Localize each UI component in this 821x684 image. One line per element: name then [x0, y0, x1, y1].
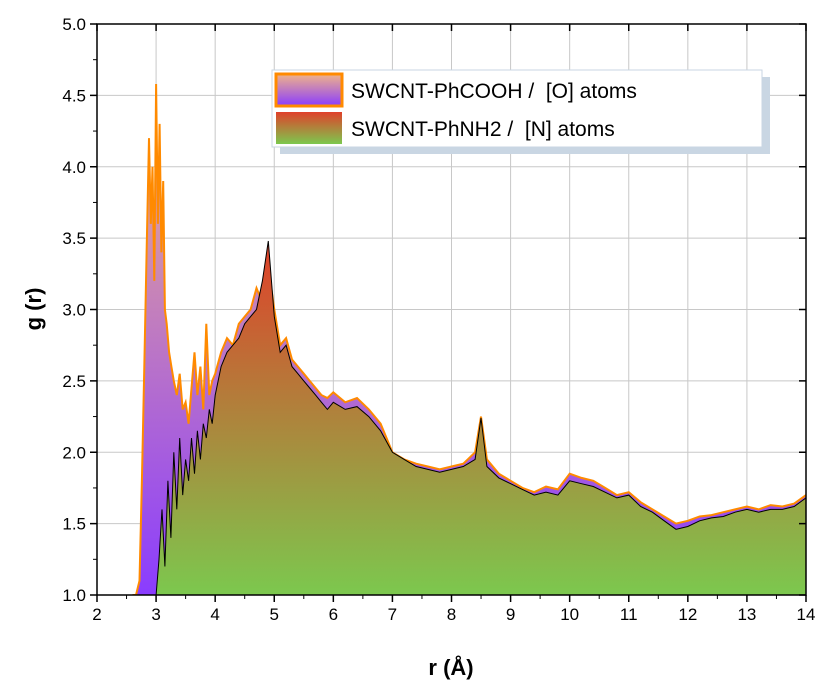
y-tick-label: 2.5 — [62, 372, 86, 391]
x-tick-label: 7 — [388, 605, 397, 624]
x-tick-label: 6 — [329, 605, 338, 624]
x-axis-title: r (Å) — [428, 654, 473, 680]
x-tick-label: 10 — [560, 605, 579, 624]
x-tick-label: 2 — [92, 605, 101, 624]
y-tick-label: 4.0 — [62, 158, 86, 177]
x-tick-label: 12 — [678, 605, 697, 624]
axes: 2 3 4 5 6 7 8 9 10 11 12 13 14 1.0 1.5 2.0 2.5 3.0 3.5 4.0 4… — [62, 15, 815, 624]
x-tick-label: 8 — [447, 605, 456, 624]
x-tick-label: 14 — [797, 605, 816, 624]
legend-box — [271, 69, 763, 148]
y-tick-label: 5.0 — [62, 15, 86, 34]
legend-swatch-phcooh — [274, 72, 344, 108]
y-tick-label: 1.5 — [62, 515, 86, 534]
series-line-0 — [132, 83, 806, 595]
y-tick-label: 1.0 — [62, 586, 86, 605]
x-tick-label: 5 — [270, 605, 279, 624]
series-area-1 — [150, 241, 806, 595]
y-tick-label: 3.5 — [62, 229, 86, 248]
x-tick-label: 3 — [151, 605, 160, 624]
x-tick-label: 4 — [210, 605, 219, 624]
y-tick-label: 4.5 — [62, 86, 86, 105]
x-tick-label: 13 — [737, 605, 756, 624]
legend: SWCNT-PhCOOH / [O] atoms SWCNT-PhNH2 / [… — [271, 69, 770, 154]
series-layer — [132, 83, 806, 595]
x-tick-label: 9 — [506, 605, 515, 624]
series-line-1 — [150, 240, 806, 595]
y-axis-title: g (r) — [21, 288, 46, 331]
legend-swatch-phnh2 — [276, 112, 342, 144]
legend-label-phnh2: SWCNT-PhNH2 / [N] atoms — [351, 118, 615, 141]
legend-label-phcooh: SWCNT-PhCOOH / [O] atoms — [351, 80, 637, 103]
y-tick-label: 3.0 — [62, 301, 86, 320]
x-tick-label: 11 — [620, 605, 638, 624]
y-tick-label: 2.0 — [62, 443, 86, 462]
